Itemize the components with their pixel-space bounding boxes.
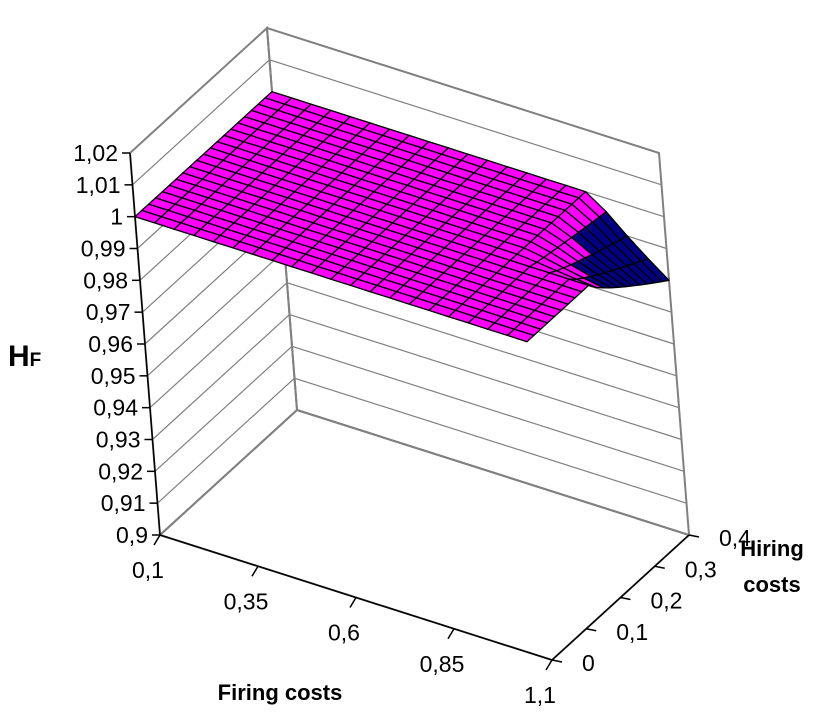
- chart-walls: [128, 25, 691, 662]
- surface-cell: [506, 328, 535, 343]
- chart-surface: [134, 91, 670, 343]
- x-tick-label: 0,35: [224, 588, 269, 614]
- x-tick-mark: [349, 597, 357, 608]
- z-tick-label: 1,02: [73, 140, 118, 166]
- y-tick-label: 0,4: [719, 525, 751, 551]
- y-tick-mark: [586, 628, 597, 632]
- z-tick-label: 0,97: [86, 299, 131, 325]
- z-tick-label: 0,98: [83, 267, 128, 293]
- y-tick-label: 0,3: [685, 556, 717, 582]
- z-gridline: [157, 377, 687, 504]
- z-axis-line: [129, 152, 161, 536]
- x-tick-label: 1,1: [524, 682, 556, 708]
- z-axis-title-subscript: F: [30, 350, 42, 371]
- x-tick-label: 0,6: [328, 620, 360, 646]
- y-axis-ticks: 0 0,10,20,30,4: [551, 525, 751, 676]
- z-gridline: [129, 27, 660, 154]
- z-tick-label: 1,01: [76, 172, 121, 198]
- y-tick-label: 0: [582, 650, 595, 676]
- z-tick-label: 0,99: [81, 236, 126, 262]
- z-gridline: [159, 409, 690, 536]
- y-tick-mark: [620, 596, 631, 601]
- z-tick-label: 1: [110, 204, 123, 230]
- y-tick-label: 0,1: [616, 619, 648, 645]
- z-tick-label: 0,95: [91, 363, 136, 389]
- x-axis-ticks: 0,1 0,35 0,6 0,85 1,1: [132, 534, 556, 708]
- y-axis-title-line1: Hiring: [740, 536, 804, 561]
- x-axis-title: Firing costs: [218, 680, 343, 705]
- z-gridline: [154, 345, 685, 472]
- z-gridline: [152, 313, 682, 441]
- x-tick-label: 0,1: [132, 557, 164, 583]
- y-tick-mark: [688, 534, 700, 538]
- z-tick-label: 0,92: [98, 458, 143, 484]
- x-tick-label: 0,85: [420, 651, 465, 677]
- z-tick-label: 0,94: [93, 395, 138, 421]
- z-axis-ticks: 1,02 1,01 1 0,99 0,98 0,97 0,96 0,95 0,94 0,93 0,9…: [73, 140, 161, 548]
- x-tick-mark: [545, 659, 553, 671]
- z-gridline: [149, 282, 680, 409]
- y-tick-mark: [551, 659, 563, 663]
- z-gridline: [132, 59, 662, 186]
- z-tick-label: 0,96: [88, 331, 133, 357]
- z-tick-label: 0,91: [101, 490, 146, 516]
- x-tick-mark: [447, 628, 455, 640]
- y-axis-title-line2: costs: [743, 572, 800, 597]
- z-axis-title: HF: [8, 340, 41, 373]
- x-tick-mark: [153, 534, 161, 546]
- z-tick-label: 0,93: [96, 427, 141, 453]
- z-tick-label: 0,9: [116, 522, 148, 548]
- y-tick-label: 0,2: [651, 588, 683, 614]
- x-tick-mark: [251, 565, 259, 577]
- z-axis-title-main: H: [8, 340, 30, 373]
- y-tick-mark: [654, 565, 665, 569]
